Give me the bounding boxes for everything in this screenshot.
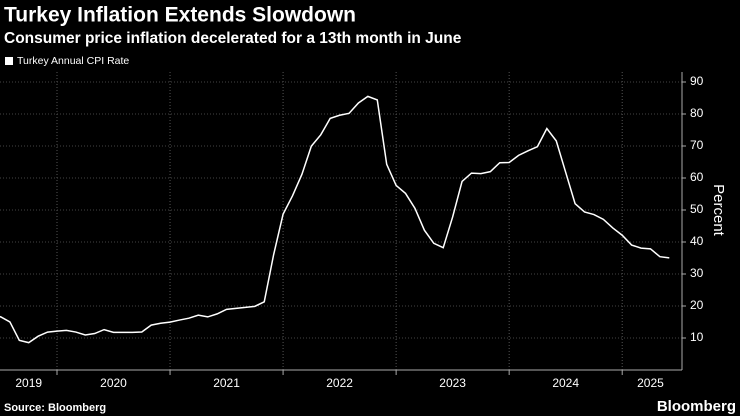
y-tick-label: 10 xyxy=(690,330,704,344)
legend-swatch xyxy=(5,57,13,65)
legend-label: Turkey Annual CPI Rate xyxy=(17,55,129,67)
x-tick-label: 2025 xyxy=(637,376,664,390)
x-tick-label: 2020 xyxy=(100,376,127,390)
source: Source: Bloomberg xyxy=(4,402,106,414)
x-tick-label: 2019 xyxy=(15,376,42,390)
x-tick-label: 2022 xyxy=(326,376,353,390)
x-tick-label: 2021 xyxy=(213,376,240,390)
y-tick-label: 90 xyxy=(690,74,704,88)
y-tick-label: 50 xyxy=(690,202,704,216)
y-tick-label: 40 xyxy=(690,234,704,248)
chart-subtitle: Consumer price inflation decelerated for… xyxy=(4,30,462,47)
y-tick-label: 30 xyxy=(690,266,704,280)
x-tick-label: 2023 xyxy=(439,376,466,390)
y-tick-label: 60 xyxy=(690,170,704,184)
brand-logo: Bloomberg xyxy=(657,398,736,415)
plot-area xyxy=(0,95,670,344)
y-tick-label: 20 xyxy=(690,298,704,312)
y-tick-label: 70 xyxy=(690,138,704,152)
x-tick-label: 2024 xyxy=(552,376,579,390)
chart-title: Turkey Inflation Extends Slowdown xyxy=(4,4,356,27)
data-line xyxy=(0,95,670,344)
y-axis-label: Percent xyxy=(710,184,727,237)
y-tick-label: 80 xyxy=(690,106,704,120)
